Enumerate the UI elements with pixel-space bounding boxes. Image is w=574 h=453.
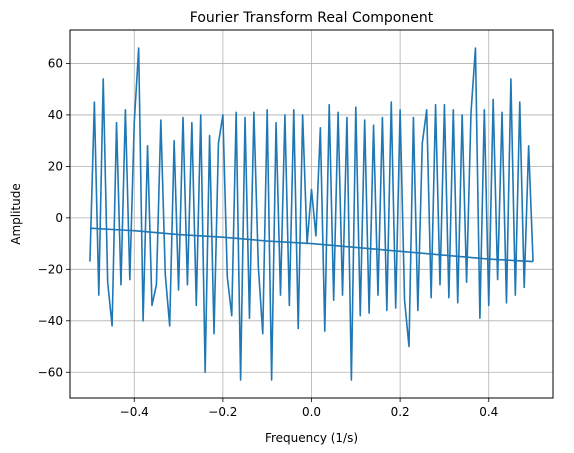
y-tick-label: −40 — [38, 314, 63, 328]
x-tick-label: −0.4 — [120, 405, 149, 419]
x-tick-label: 0.0 — [302, 405, 321, 419]
series-line-1 — [89, 227, 534, 263]
y-tick-label: 40 — [48, 108, 63, 122]
y-tick-label: 60 — [48, 56, 63, 70]
series-group — [89, 47, 534, 381]
x-axis-label: Frequency (1/s) — [265, 431, 358, 445]
y-tick-label: 0 — [55, 211, 63, 225]
x-tick-label: 0.2 — [391, 405, 410, 419]
chart-title: Fourier Transform Real Component — [190, 10, 434, 26]
ticks: −0.4 −0.2 0.0 0.2 0.4 −60 −40 −20 0 20 40 60 — [38, 56, 499, 419]
y-tick-label: −60 — [38, 365, 63, 379]
y-tick-label: −20 — [38, 262, 63, 276]
plot-area — [89, 47, 534, 381]
x-tick-label: 0.4 — [479, 405, 498, 419]
series-line-0 — [89, 47, 534, 381]
y-axis-label: Amplitude — [9, 183, 23, 245]
y-tick-label: 20 — [48, 159, 63, 173]
x-tick-label: −0.2 — [208, 405, 237, 419]
